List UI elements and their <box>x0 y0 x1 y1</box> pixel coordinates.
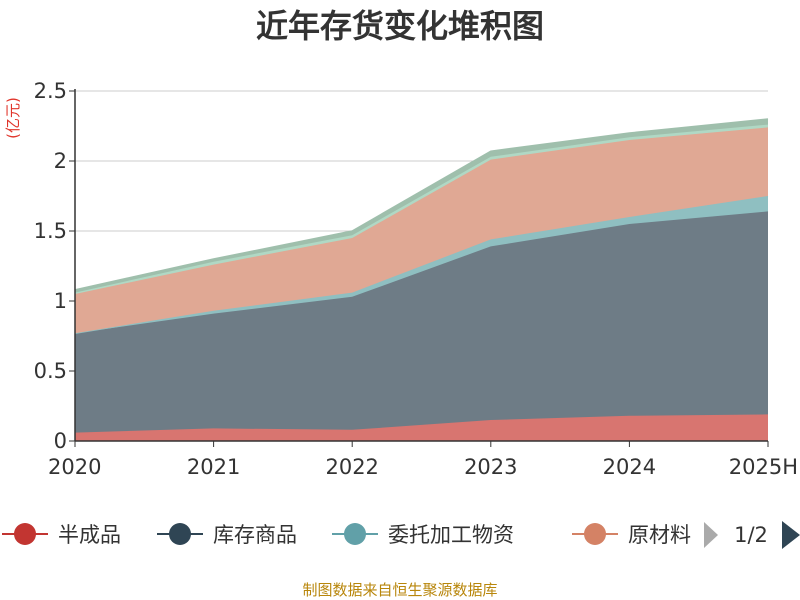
y-axis-unit: (亿元) <box>4 97 22 139</box>
triangle-left-icon[interactable] <box>704 522 718 548</box>
x-tick-label: 2024 <box>603 455 656 479</box>
x-tick-label: 2022 <box>325 455 378 479</box>
data-source: 制图数据来自恒生聚源数据库 <box>302 581 497 599</box>
area-series-5 <box>75 119 768 293</box>
y-tick-label: 1 <box>54 289 67 313</box>
legend-label: 库存商品 <box>213 523 297 547</box>
chart-title: 近年存货变化堆积图 <box>256 7 544 45</box>
x-tick-label: 2020 <box>48 455 101 479</box>
axes <box>69 89 769 447</box>
legend-label: 半成品 <box>58 523 121 547</box>
legend-label: 委托加工物资 <box>388 523 514 547</box>
triangle-right-icon[interactable] <box>782 521 800 549</box>
legend: 半成品 库存商品 委托加工物资 原材料 <box>2 523 691 547</box>
y-tick-label: 2.5 <box>34 79 67 103</box>
area-series-2 <box>75 196 768 334</box>
legend-marker <box>14 523 36 545</box>
stacked-areas <box>74 118 769 441</box>
legend-item[interactable]: 库存商品 <box>157 523 297 547</box>
legend-item[interactable]: 半成品 <box>2 523 121 547</box>
legend-item[interactable]: 原材料 <box>572 523 691 547</box>
x-tick-label: 2021 <box>187 455 240 479</box>
legend-marker <box>344 523 366 545</box>
y-tick-label: 2 <box>54 149 67 173</box>
area-series-0 <box>75 414 768 441</box>
y-tick-label: 0 <box>54 429 67 453</box>
x-tick-label: 2025H <box>729 455 798 479</box>
legend-marker <box>169 523 191 545</box>
y-tick-labels: 0 0.5 1 1.5 2 2.5 <box>34 79 67 453</box>
area-series-5-edge <box>74 118 769 291</box>
y-tick-label: 0.5 <box>34 359 67 383</box>
legend-label: 原材料 <box>628 523 691 547</box>
legend-page-indicator: 1/2 <box>734 523 768 547</box>
y-tick-label: 1.5 <box>34 219 67 243</box>
legend-marker <box>584 523 606 545</box>
area-series-3 <box>75 127 768 334</box>
legend-item[interactable]: 委托加工物资 <box>332 523 514 547</box>
area-series-1 <box>75 211 768 433</box>
x-tick-label: 2023 <box>464 455 517 479</box>
x-tick-labels: 2020 2021 2022 2023 2024 2025H <box>48 455 798 479</box>
